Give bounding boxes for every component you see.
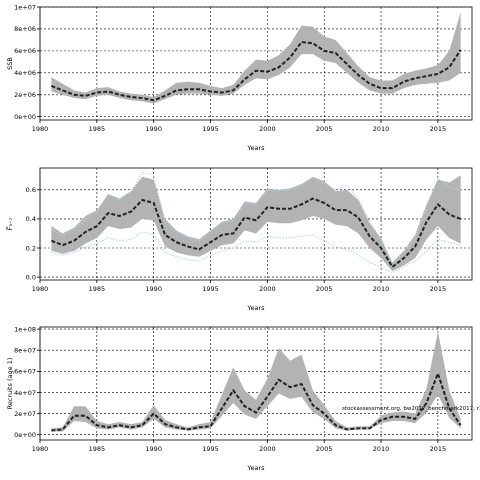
y-tick-label: 4e+06	[14, 69, 36, 77]
x-tick-label: 2015	[430, 125, 447, 133]
panel-3: 1980 1985 1990 1995 2000 2005 2010 2015 0e+00 2e+…	[6, 325, 480, 472]
median-line	[51, 197, 461, 269]
panel-2: 1980 1985 1990 1995 2000 2005 2010 2015 0.0 0.2 0.…	[5, 167, 473, 312]
x-tick-label: 2000	[259, 285, 276, 293]
x-tick-label: 2010	[373, 125, 390, 133]
x-tick-label: 2005	[316, 125, 333, 133]
x-tick-label: 2000	[259, 445, 276, 453]
x-tick-label: 1990	[145, 285, 162, 293]
x-axis-label: Years	[246, 144, 265, 152]
y-tick-label: 6e+07	[14, 368, 36, 376]
y-tick-label: 8e+06	[14, 25, 36, 33]
y-tick-label: 4e+07	[14, 389, 36, 397]
dotted-lower-line	[51, 231, 461, 274]
annotation-text: stockassessment.org, bw2017_benchmark201…	[342, 406, 480, 412]
confidence-band	[51, 175, 461, 272]
axes-frame	[39, 167, 473, 281]
x-tick-label: 2010	[373, 445, 390, 453]
median-line	[51, 41, 462, 102]
x-tick-label: 2010	[373, 285, 390, 293]
x-tick-label: 1995	[202, 285, 219, 293]
x-tick-label: 2005	[316, 445, 333, 453]
median-line	[51, 370, 462, 432]
x-axis-label: Years	[246, 464, 265, 472]
y-tick-label: 2e+06	[14, 91, 36, 99]
x-tick-label: 1995	[202, 125, 219, 133]
x-tick-label: 1980	[32, 285, 49, 293]
y-tick-label: 0.0	[26, 273, 36, 281]
y-tick-label: 1e+07	[14, 3, 36, 11]
confidence-band	[51, 331, 461, 432]
x-tick-label: 1985	[89, 285, 106, 293]
y-tick-label: 2e+07	[14, 410, 36, 418]
y-tick-label: 0.4	[26, 215, 36, 223]
y-tick-label: 0.2	[26, 244, 36, 252]
panel-1: 1980 1985 1990 1995 2000 2005 2010 2015 0e+00 2e+…	[6, 3, 473, 152]
y-tick-label: 8e+07	[14, 347, 36, 355]
x-axis-label: Years	[246, 304, 265, 312]
x-tick-label: 2015	[430, 445, 447, 453]
x-tick-label: 2000	[259, 125, 276, 133]
x-tick-label: 1980	[32, 445, 49, 453]
axes-frame	[39, 6, 473, 121]
y-tick-label: 0e+00	[14, 113, 36, 121]
x-tick-label: 1985	[89, 445, 106, 453]
x-tick-label: 1990	[145, 445, 162, 453]
axes-frame	[39, 326, 473, 441]
y-axis-label: SSB	[6, 57, 14, 70]
y-tick-label: 0.6	[26, 186, 36, 194]
y-tick-label: 1e+08	[14, 325, 36, 333]
x-tick-label: 2015	[430, 285, 447, 293]
y-tick-label: 6e+06	[14, 47, 36, 55]
x-tick-label: 1995	[202, 445, 219, 453]
y-tick-label: 0e+00	[14, 431, 36, 439]
confidence-band	[51, 12, 461, 104]
x-tick-label: 1980	[32, 125, 49, 133]
x-tick-label: 1985	[89, 125, 106, 133]
x-tick-label: 1990	[145, 125, 162, 133]
dotted-upper-line	[51, 171, 461, 265]
y-axis-label: F̅₅₋₇	[5, 217, 14, 230]
x-tick-label: 2005	[316, 285, 333, 293]
y-axis-label: Recruits (age 1)	[6, 358, 14, 410]
